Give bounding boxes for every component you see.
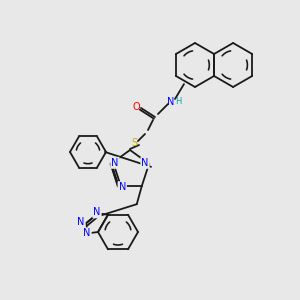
Text: N: N [141,158,149,168]
Text: N: N [111,158,119,168]
Text: N: N [83,228,91,238]
Text: N: N [167,97,175,107]
Text: H: H [175,98,181,106]
Text: N: N [118,182,126,192]
Text: S: S [131,138,137,148]
Text: N: N [77,217,85,227]
Text: N: N [93,207,101,217]
Text: O: O [132,102,140,112]
